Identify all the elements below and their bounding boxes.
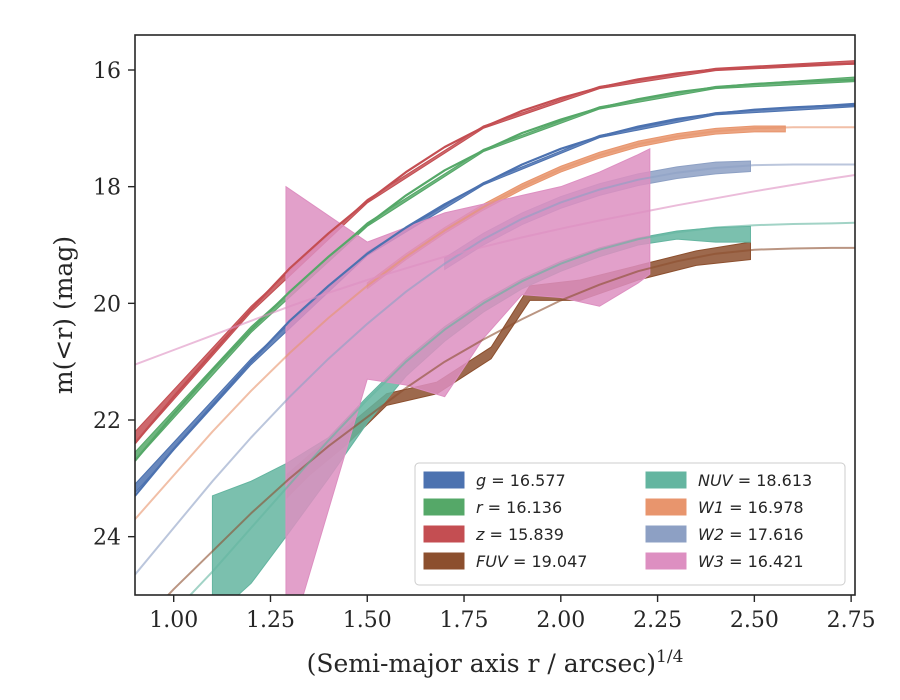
w1-legend-label: W1 = 16.978 <box>698 498 804 517</box>
w2-legend-swatch <box>645 525 687 543</box>
y-tick-label: 24 <box>93 526 121 551</box>
g-legend-equals: = <box>486 471 510 490</box>
x-tick-label: 1.50 <box>343 608 392 633</box>
w1-legend-band: W1 <box>698 498 724 517</box>
w3-legend-value: 16.421 <box>748 552 804 571</box>
w1-model-curve <box>135 126 855 520</box>
r-legend-value: 16.136 <box>506 498 562 517</box>
w3-legend-equals: = <box>724 552 748 571</box>
w2-legend-equals: = <box>724 525 748 544</box>
w3-model-curve <box>135 174 855 366</box>
legend-box <box>414 462 846 586</box>
z-legend-swatch <box>423 525 465 543</box>
y-axis-ticks: 16 18 20 22 24 <box>93 59 135 551</box>
uncertainty-bands <box>135 60 855 595</box>
x-tick-label: 2.00 <box>536 608 585 633</box>
w1-legend-swatch <box>645 498 687 516</box>
y-tick-label: 22 <box>93 409 121 434</box>
w3-legend-label: W3 = 16.421 <box>698 552 804 571</box>
y-axis-label: m(<r) (mag) <box>49 236 78 394</box>
fuv-legend-label: FUV = 19.047 <box>476 552 587 571</box>
w3-uncertainty-band <box>285 147 651 595</box>
z-legend-equals: = <box>484 525 508 544</box>
w2-legend-label: W2 = 17.616 <box>698 525 804 544</box>
g-legend-swatch <box>423 471 465 489</box>
y-tick-label: 20 <box>93 292 121 317</box>
fuv-model-curve <box>166 246 855 595</box>
nuv-legend-equals: = <box>733 471 757 490</box>
r-legend-band: r <box>476 498 484 517</box>
fuv-legend-swatch <box>423 552 465 570</box>
g-legend-band: g <box>476 471 486 490</box>
nuv-model-curve <box>188 221 855 595</box>
legend: g = 16.577 r = 16.136 z = 15.839 FUV = 19.0… <box>414 462 846 586</box>
r-model-curve <box>135 78 855 462</box>
g-legend-label: g = 16.577 <box>476 471 566 490</box>
y-tick-label: 16 <box>93 59 121 84</box>
y-tick-label: 18 <box>93 176 121 201</box>
x-tick-label: 2.50 <box>730 608 779 633</box>
r-legend-label: r = 16.136 <box>476 498 562 517</box>
z-legend-label: z = 15.839 <box>475 525 564 544</box>
fuv-legend-equals: = <box>508 552 532 571</box>
x-tick-label: 1.00 <box>149 608 198 633</box>
nuv-legend-label: NUV = 18.613 <box>698 471 812 490</box>
z-model-curve <box>135 62 855 445</box>
x-axis-label: (Semi-major axis r / arcsec)1/4 <box>307 647 684 678</box>
r-legend-swatch <box>423 498 465 516</box>
w3-legend-band: W3 <box>698 552 724 571</box>
g-model-curve <box>135 103 855 497</box>
fuv-legend-band: FUV <box>476 552 509 571</box>
w2-legend-value: 17.616 <box>748 525 804 544</box>
w2-legend-band: W2 <box>698 525 724 544</box>
nuv-legend-band: NUV <box>698 471 734 490</box>
x-tick-label: 1.75 <box>440 608 489 633</box>
nuv-legend-swatch <box>645 471 687 489</box>
r-legend-equals: = <box>483 498 507 517</box>
plot-frame <box>134 34 856 596</box>
x-axis-label-superscript: 1/4 <box>656 647 683 667</box>
fuv-legend-value: 19.047 <box>531 552 587 571</box>
model-curves <box>135 62 855 595</box>
w3-legend-swatch <box>645 552 687 570</box>
w1-legend-equals: = <box>724 498 748 517</box>
w2-model-curve <box>135 163 855 576</box>
x-axis-ticks: 1.00 1.25 1.50 1.75 2.00 2.25 2.50 2.75 <box>149 595 876 633</box>
nuv-legend-value: 18.613 <box>756 471 812 490</box>
z-legend-value: 15.839 <box>508 525 564 544</box>
x-tick-label: 2.25 <box>633 608 682 633</box>
x-tick-label: 1.25 <box>246 608 295 633</box>
x-tick-label: 2.75 <box>827 608 876 633</box>
z-legend-band: z <box>475 525 485 544</box>
w1-legend-value: 16.978 <box>748 498 804 517</box>
g-legend-value: 16.577 <box>510 471 566 490</box>
